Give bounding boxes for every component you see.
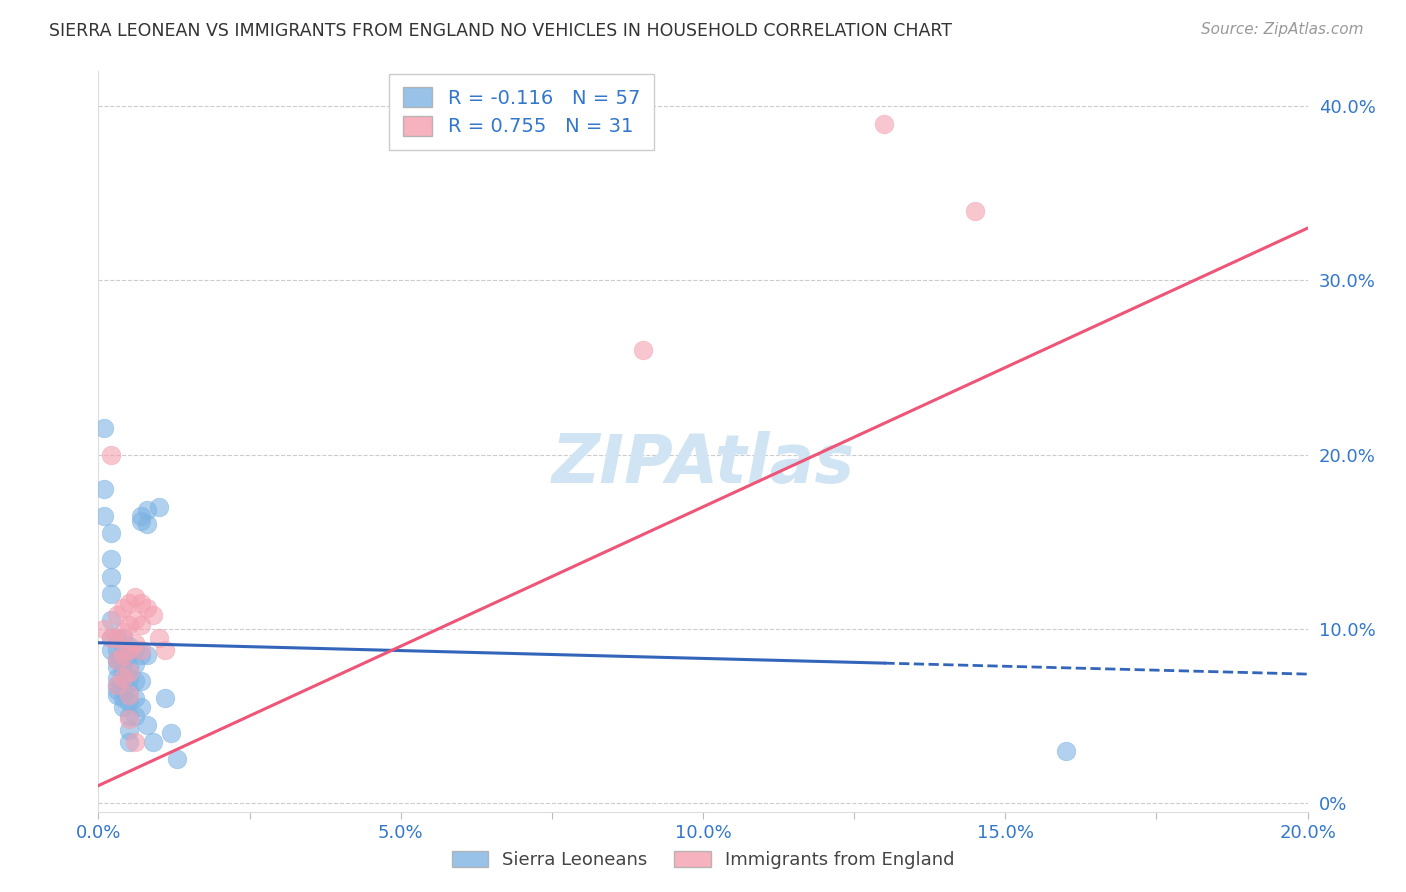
Text: SIERRA LEONEAN VS IMMIGRANTS FROM ENGLAND NO VEHICLES IN HOUSEHOLD CORRELATION C: SIERRA LEONEAN VS IMMIGRANTS FROM ENGLAN… [49,22,952,40]
Point [124,674,146,689]
Point [105,688,128,702]
Point [111,674,134,689]
Point [118,642,141,657]
Point [129,618,152,632]
Point [118,596,141,610]
Point [118,639,141,653]
Point [118,723,141,737]
Point [142,607,165,622]
Legend: R = -0.116   N = 57, R = 0.755   N = 31: R = -0.116 N = 57, R = 0.755 N = 31 [389,74,654,150]
Point [111,700,134,714]
Point [100,642,122,657]
Point [160,726,183,740]
Point [631,343,654,357]
Point [105,682,128,697]
Point [148,631,170,645]
Point [111,657,134,671]
Point [129,514,152,528]
Point [100,552,122,566]
Point [135,503,157,517]
Point [148,500,170,514]
Point [100,587,122,601]
Point [153,691,176,706]
Point [111,631,134,645]
Point [111,625,134,640]
Point [111,682,134,697]
Point [118,648,141,662]
Text: Source: ZipAtlas.com: Source: ZipAtlas.com [1201,22,1364,37]
Point [129,596,152,610]
Point [111,665,134,680]
Point [105,677,128,691]
Point [93,483,115,497]
Point [118,735,141,749]
Point [111,691,134,706]
Point [124,691,146,706]
Point [105,631,128,645]
Point [93,622,115,636]
Point [105,671,128,685]
Point [105,677,128,691]
Point [124,735,146,749]
Point [118,688,141,702]
Point [100,448,122,462]
Point [111,648,134,662]
Point [118,682,141,697]
Point [124,613,146,627]
Point [118,695,141,709]
Point [100,613,122,627]
Point [93,508,115,523]
Point [129,508,152,523]
Point [965,203,987,218]
Point [129,648,152,662]
Point [135,517,157,532]
Point [105,660,128,674]
Point [111,601,134,615]
Point [124,591,146,605]
Point [100,631,122,645]
Point [142,735,165,749]
Point [129,642,152,657]
Point [105,642,128,657]
Point [105,607,128,622]
Point [105,653,128,667]
Point [124,636,146,650]
Point [135,601,157,615]
Point [105,653,128,667]
Point [100,631,122,645]
Point [111,671,134,685]
Point [153,642,176,657]
Point [129,700,152,714]
Point [118,665,141,680]
Legend: Sierra Leoneans, Immigrants from England: Sierra Leoneans, Immigrants from England [443,842,963,879]
Point [118,709,141,723]
Point [118,618,141,632]
Point [100,569,122,583]
Point [93,421,115,435]
Point [124,657,146,671]
Point [166,752,188,766]
Point [100,526,122,541]
Point [111,639,134,653]
Point [873,117,896,131]
Point [135,717,157,731]
Point [105,653,128,667]
Point [111,648,134,662]
Point [118,712,141,726]
Point [105,631,128,645]
Point [129,674,152,689]
Point [118,660,141,674]
Point [118,671,141,685]
Point [135,648,157,662]
Point [1054,744,1077,758]
Point [124,642,146,657]
Point [124,709,146,723]
Text: ZIPAtlas: ZIPAtlas [551,431,855,497]
